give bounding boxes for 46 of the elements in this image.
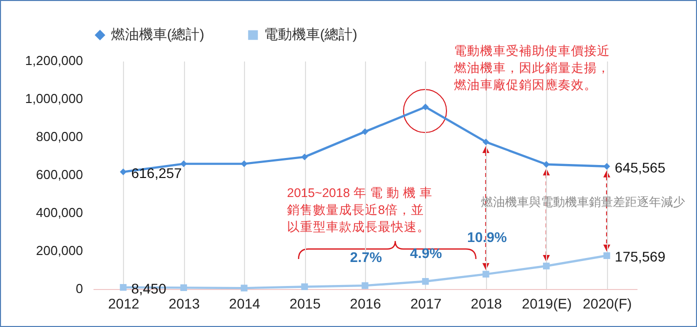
point [362,128,368,136]
data-label: 175,569 [614,248,666,265]
x-tick-label: 2012 [108,296,140,312]
legend-label: 燃油機車(總計) [111,26,204,42]
point [603,162,610,170]
point [240,284,248,292]
annotation: 10.9% [467,229,508,245]
point [301,283,308,290]
y-tick-label: 0 [76,281,83,296]
point [180,160,188,168]
y-tick-label: 800,000 [36,129,83,144]
point [603,252,610,259]
point [482,270,490,278]
annotation: 2.7% [350,249,382,265]
y-tick-label: 400,000 [36,205,83,220]
x-tick-label: 2015 [289,296,321,312]
x-tick-label: 2020(F) [582,296,632,312]
point [362,282,368,289]
point [482,138,490,146]
x-tick-label: 2017 [410,296,442,312]
point [542,161,550,168]
data-label: 8,450 [131,280,166,296]
y-tick-label: 1,000,000 [25,91,83,106]
y-tick-label: 600,000 [36,167,83,182]
y-tick-label: 200,000 [36,243,83,258]
annotation: 電動機車受補助使車價接近燃油機車，因此銷量走揚，燃油車廠促銷因應奏效。 [454,44,610,92]
point [301,154,308,160]
point [542,262,550,270]
data-label: 645,565 [614,159,666,176]
point [120,284,127,291]
data-label: 616,257 [131,164,182,181]
annotation: 2015~2018 年 電 動 機 車銷售數量成長近8倍，並以重型車款成長最快速。 [287,186,432,234]
x-tick-label: 2013 [168,296,200,312]
annotation: 4.9% [410,245,442,261]
annotation: 燃油機車與電動機車銷量差距逐年減少 [481,195,685,209]
point [422,278,429,285]
point [180,284,188,292]
point [422,104,429,110]
point [240,160,248,168]
x-tick-label: 2019(E) [522,296,572,312]
x-tick-label: 2016 [350,296,382,312]
x-tick-label: 2014 [229,296,260,312]
y-tick-label: 1,200,000 [25,53,83,68]
x-tick-label: 2018 [470,296,502,312]
point [120,168,127,176]
legend-label: 電動機車(總計) [264,26,358,42]
